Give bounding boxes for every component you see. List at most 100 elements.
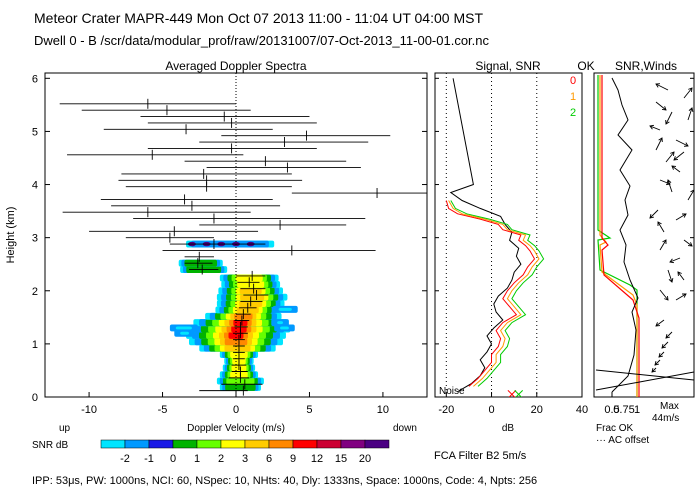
signal-x-tick-label: 0 — [488, 404, 494, 416]
y-tick-label: 1 — [32, 339, 38, 351]
snr-legend-label: 9 — [290, 453, 296, 465]
x-tick-label: 5 — [306, 404, 312, 416]
x-tick-label: -5 — [158, 404, 168, 416]
winds-panel — [595, 75, 694, 397]
snr-legend-label: 6 — [266, 453, 272, 465]
frac-ok-tick-label: 0.75 — [613, 404, 634, 416]
snr-legend-label: -1 — [144, 453, 154, 465]
wind-barb-head — [654, 361, 659, 366]
snr-legend-label: 20 — [359, 453, 371, 465]
wind-barb — [667, 269, 673, 283]
wind-barb-head — [690, 189, 694, 195]
wind-barb-head — [688, 87, 693, 93]
wind-barb-head — [657, 221, 662, 227]
x-tick-label: 10 — [377, 404, 389, 416]
snr-legend-swatch — [340, 439, 366, 449]
wind-barb — [675, 139, 689, 147]
signal-x-tick-label: -20 — [438, 404, 454, 416]
signal-x-tick-label: 20 — [531, 404, 543, 416]
x-tick-label: -10 — [81, 404, 97, 416]
y-tick-label: 6 — [32, 73, 38, 85]
wind-barb-head — [664, 295, 669, 301]
signal-series-line — [448, 200, 540, 387]
ok-title: OK — [577, 59, 594, 73]
wind-barb-head — [649, 214, 654, 219]
ok-legend-2: 2 — [570, 107, 576, 119]
snr-legend-label: 15 — [335, 453, 347, 465]
signal-series-line — [450, 200, 545, 387]
snr-legend-swatch — [268, 439, 294, 449]
y-axis-label: Height (km) — [5, 207, 17, 264]
wind-barb — [649, 209, 659, 219]
wind-barb — [677, 271, 685, 281]
wind-barb-head — [677, 271, 682, 277]
header-title: Meteor Crater MAPR-449 Mon Oct 07 2013 1… — [34, 10, 483, 26]
noise-label: Noise — [439, 386, 465, 397]
snr-legend-swatch — [124, 439, 150, 449]
snr-legend: -2 -1 0 1 2 3 6 9 12 15 20 — [100, 439, 390, 465]
params-line: IPP: 53μs, PW: 1000ns, NCI: 60, NSpec: 1… — [32, 475, 537, 487]
y-tick-label: 5 — [32, 126, 38, 138]
wind-barb — [675, 213, 687, 221]
wind-barb-head — [688, 107, 694, 113]
y-tick-label: 4 — [32, 180, 38, 192]
snr-wing — [277, 321, 284, 325]
wind-barb — [661, 341, 669, 349]
frac-ok-label: Frac OK — [596, 423, 634, 434]
wind-barb — [673, 151, 685, 161]
winds-title: SNR,Winds — [615, 59, 677, 73]
snr-legend-label: 3 — [242, 453, 248, 465]
wind-barb — [654, 359, 661, 366]
snr-legend-swatch — [172, 439, 198, 449]
wind-barb — [665, 331, 673, 339]
frac-ok-line — [599, 75, 638, 397]
snr-legend-swatch — [148, 439, 174, 449]
wind-barb-head — [673, 156, 679, 161]
wind-barb — [665, 151, 675, 163]
wind-barb-head — [681, 213, 687, 218]
wind-barb-head — [683, 142, 689, 147]
ok-legend-1: 1 — [570, 91, 576, 103]
y-tick-label: 3 — [32, 233, 38, 245]
wind-barb — [675, 293, 687, 301]
signal-series-line — [449, 78, 522, 393]
snr-wing — [175, 326, 192, 330]
wind-barb — [665, 111, 673, 125]
x-axis-label: Doppler Velocity (m/s) — [187, 423, 285, 434]
wind-barb-head — [668, 277, 674, 283]
snr-legend-label: 1 — [194, 453, 200, 465]
signal-lines — [445, 78, 545, 397]
wind-barb-head — [658, 137, 663, 143]
ok-legend-0: 0 — [570, 75, 576, 87]
wind-barb-head — [666, 179, 672, 185]
wind-barb-head — [665, 334, 670, 339]
wind-barb — [659, 179, 671, 185]
fca-filter: FCA Filter B2 5m/s — [434, 450, 527, 462]
wind-barb — [649, 125, 661, 131]
snr-legend-swatch — [220, 439, 246, 449]
wind-barb-head — [649, 124, 655, 130]
signal-series-line — [445, 200, 536, 387]
wind-barb-head — [671, 165, 677, 170]
frac-ok-line — [601, 75, 640, 397]
winds-panel-frame — [593, 72, 695, 398]
x-tick-label: 0 — [233, 404, 239, 416]
wind-barb-head — [651, 368, 656, 373]
snr-legend-swatch — [100, 439, 126, 449]
wind-barb-head — [661, 344, 666, 349]
wind-barb-head — [655, 83, 661, 88]
signal-marker — [515, 389, 524, 397]
snr-wing — [278, 307, 292, 311]
wind-barb — [655, 101, 667, 111]
wind-barb-head — [661, 106, 667, 111]
wind-barb-head — [658, 353, 663, 358]
wind-barb — [683, 239, 693, 247]
wind-barb-head — [655, 322, 661, 327]
snr-cell — [225, 383, 256, 391]
spectra-profile — [59, 98, 427, 396]
snr-legend-label: 12 — [311, 453, 323, 465]
snr-legend-swatch — [244, 439, 270, 449]
signal-title: Signal, SNR — [475, 59, 541, 73]
wind-barb — [687, 107, 693, 121]
wind-barb — [671, 165, 681, 173]
